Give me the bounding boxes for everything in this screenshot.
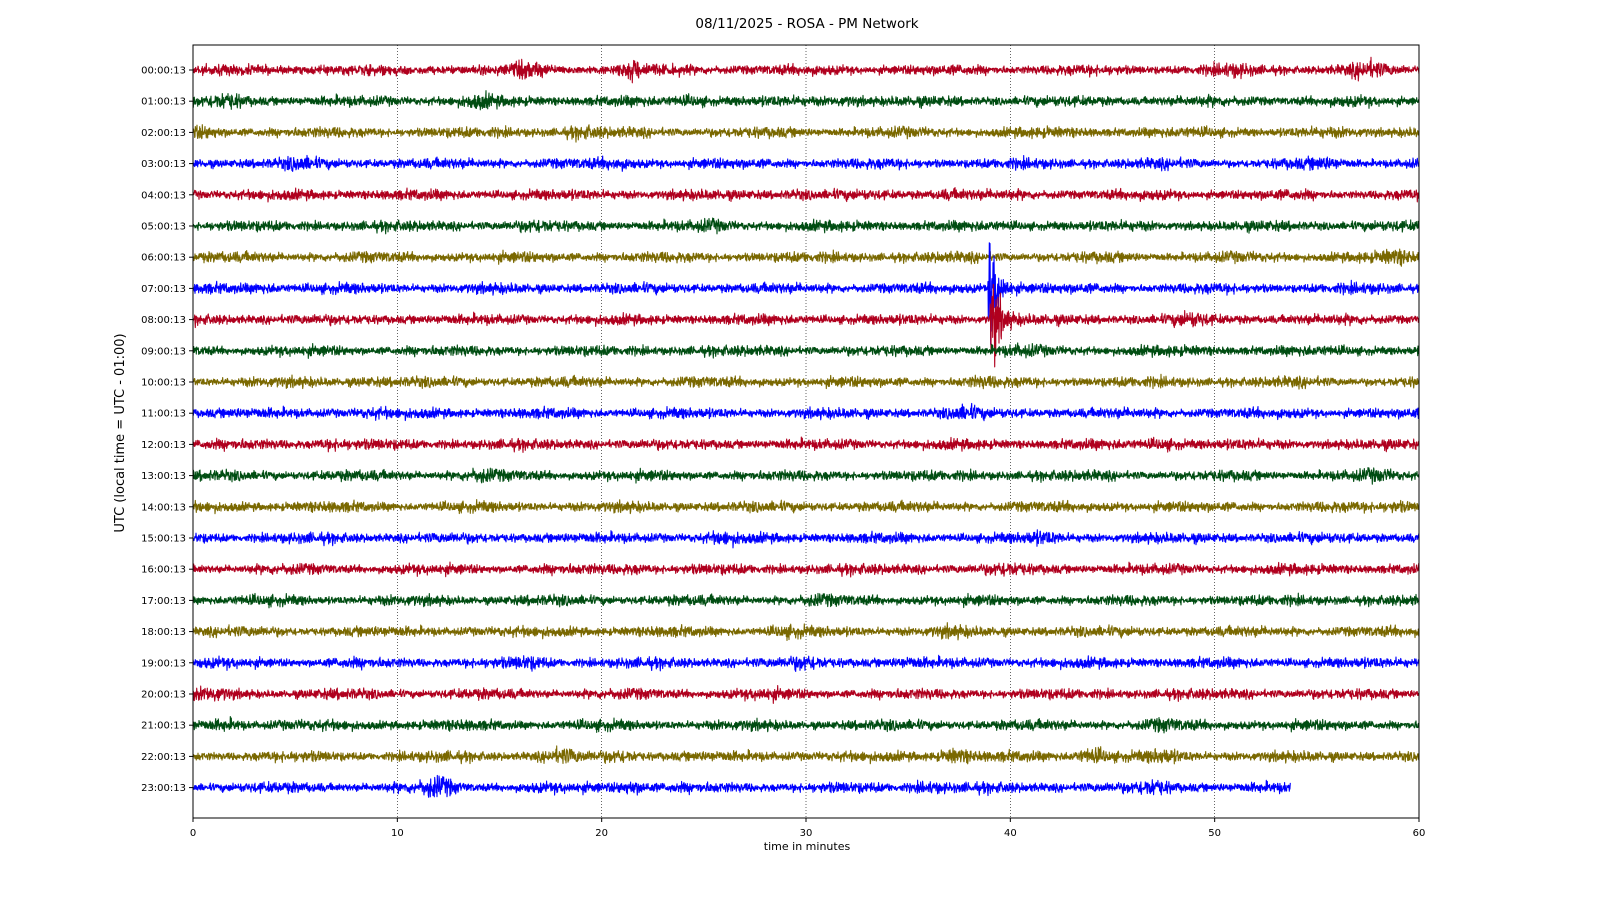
y-axis-label: UTC (local time = UTC - 01:00) (113, 333, 128, 532)
y-tick-label: 13:00:13 (141, 471, 186, 482)
x-tick-label: 30 (800, 828, 813, 839)
y-tick-label: 11:00:13 (141, 409, 186, 420)
y-tick-label: 04:00:13 (141, 190, 186, 201)
grid-layer (397, 45, 1215, 818)
trace-21-00-13 (192, 716, 1420, 734)
trace-08-00-13 (192, 283, 1420, 368)
x-tick-label: 60 (1413, 828, 1426, 839)
trace-01-00-13 (192, 90, 1420, 111)
y-tick-label: 16:00:13 (141, 565, 186, 576)
y-tick-label: 10:00:13 (141, 378, 186, 389)
trace-16-00-13 (192, 561, 1420, 578)
y-tick-label: 09:00:13 (141, 346, 186, 357)
y-tick-label: 23:00:13 (141, 783, 186, 794)
trace-09-00-13 (192, 342, 1420, 359)
trace-04-00-13 (192, 186, 1420, 203)
trace-02-00-13 (192, 124, 1420, 143)
x-tick-label: 10 (391, 828, 404, 839)
trace-19-00-13 (192, 654, 1420, 673)
trace-07-00-13 (192, 242, 1420, 345)
y-tick-label: 06:00:13 (141, 253, 186, 264)
trace-03-00-13 (192, 154, 1420, 172)
trace-11-00-13 (192, 402, 1420, 422)
y-ticks-layer: 00:00:13 01:00:13 02:00:13 03:00:13 04:00:13… (141, 66, 193, 794)
y-tick-label: 12:00:13 (141, 440, 186, 451)
trace-22-00-13 (192, 745, 1420, 765)
y-tick-label: 05:00:13 (141, 222, 186, 233)
y-tick-label: 02:00:13 (141, 128, 186, 139)
y-tick-label: 17:00:13 (141, 596, 186, 607)
y-tick-label: 21:00:13 (141, 721, 186, 732)
y-tick-label: 18:00:13 (141, 627, 186, 638)
y-tick-label: 00:00:13 (141, 66, 186, 77)
trace-13-00-13 (192, 467, 1420, 485)
trace-15-00-13 (192, 529, 1420, 549)
x-axis-label: time in minutes (764, 840, 851, 853)
y-tick-label: 15:00:13 (141, 534, 186, 545)
y-tick-label: 07:00:13 (141, 284, 186, 295)
y-tick-label: 08:00:13 (141, 315, 186, 326)
y-tick-label: 14:00:13 (141, 502, 186, 513)
trace-05-00-13 (192, 217, 1420, 235)
y-tick-label: 01:00:13 (141, 97, 186, 108)
chart-title: 08/11/2025 - ROSA - PM Network (695, 16, 918, 32)
x-tick-label: 50 (1208, 828, 1221, 839)
y-tick-label: 22:00:13 (141, 752, 186, 763)
trace-17-00-13 (192, 592, 1420, 609)
trace-14-00-13 (192, 499, 1420, 515)
trace-06-00-13 (192, 248, 1420, 267)
x-tick-label: 0 (190, 828, 196, 839)
y-tick-label: 19:00:13 (141, 658, 186, 669)
trace-20-00-13 (192, 684, 1420, 704)
x-tick-label: 40 (1004, 828, 1017, 839)
y-tick-label: 03:00:13 (141, 159, 186, 170)
trace-18-00-13 (192, 622, 1420, 642)
x-tick-label: 20 (595, 828, 608, 839)
traces-layer (192, 56, 1420, 798)
trace-23-00-13 (192, 774, 1291, 798)
trace-12-00-13 (192, 436, 1420, 453)
trace-00-00-13 (192, 56, 1420, 84)
y-tick-label: 20:00:13 (141, 690, 186, 701)
trace-10-00-13 (192, 373, 1420, 390)
x-ticks-layer: 0 10 20 30 40 50 60 (190, 818, 1426, 839)
